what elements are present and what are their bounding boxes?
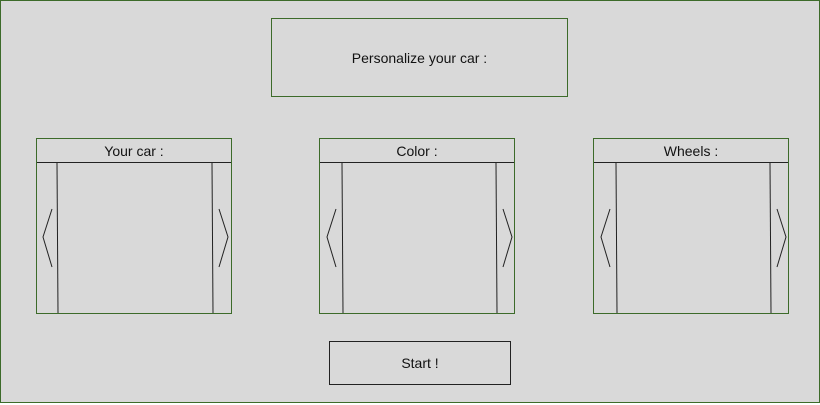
car-selector-header: Your car : (37, 139, 231, 163)
wheels-selector: Wheels : (593, 138, 789, 314)
color-selector-label: Color : (396, 142, 438, 159)
color-selector: Color : (319, 138, 515, 314)
chevron-left-icon (600, 208, 611, 268)
car-next-button[interactable] (213, 163, 233, 313)
wheels-next-button[interactable] (771, 163, 791, 313)
start-button[interactable]: Start ! (329, 341, 511, 385)
wheels-selector-header: Wheels : (594, 139, 788, 163)
car-selector: Your car : (36, 138, 232, 314)
selector-dividers (341, 162, 498, 314)
page-title-text: Personalize your car : (351, 49, 488, 66)
car-prev-button[interactable] (38, 163, 58, 313)
wheels-selector-label: Wheels : (663, 142, 719, 159)
chevron-right-icon (502, 208, 513, 268)
color-selector-header: Color : (320, 139, 514, 163)
start-button-label: Start ! (401, 355, 439, 371)
selector-dividers (615, 162, 772, 314)
chevron-left-icon (326, 208, 337, 268)
color-next-button[interactable] (497, 163, 517, 313)
chevron-left-icon (42, 208, 53, 268)
chevron-right-icon (218, 208, 229, 268)
wheels-prev-button[interactable] (596, 163, 616, 313)
color-prev-button[interactable] (322, 163, 342, 313)
chevron-right-icon (776, 208, 787, 268)
car-selector-label: Your car : (104, 142, 164, 159)
page-title: Personalize your car : (271, 18, 568, 97)
selector-dividers (56, 162, 214, 314)
